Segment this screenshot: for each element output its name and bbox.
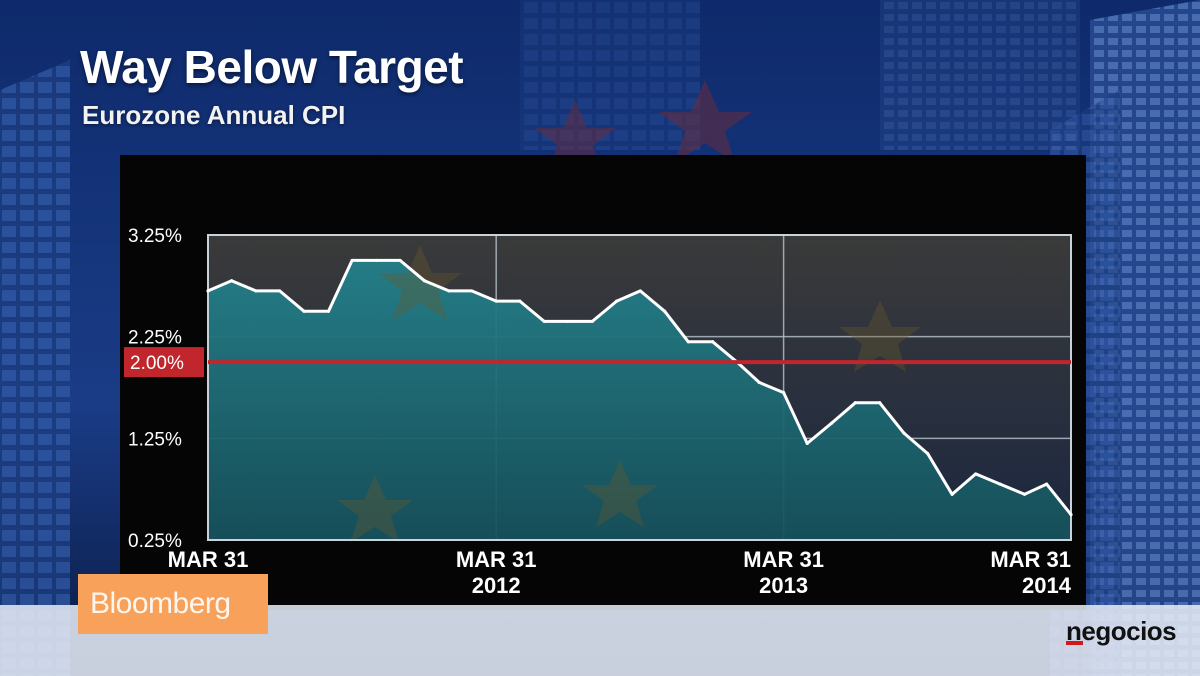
x-tick-label: 2013 [759,573,808,598]
data-point [781,390,786,395]
data-point [902,431,906,435]
x-tick-label: 2014 [1022,573,1072,598]
data-point [470,289,474,293]
data-point [615,299,619,303]
data-point [302,309,306,313]
data-point [1022,492,1027,496]
bloomberg-logo: Bloomberg [78,574,268,634]
y-tick-label: 0.25% [128,531,182,552]
data-point [757,380,761,385]
data-point [590,319,594,324]
data-point [542,319,546,324]
target-label-text: 2.00% [130,353,184,374]
chart-panel: 3.25% 2.25% 1.25% 0.25% MAR 312011MAR 31201… [120,155,1086,610]
target-label-background [124,347,204,378]
data-point [686,340,690,344]
data-point [374,258,379,263]
data-point [853,401,857,405]
data-point [950,492,954,496]
data-point [830,421,834,425]
data-point [447,289,451,293]
data-point [350,258,354,263]
data-point [326,309,331,313]
data-point [878,401,882,405]
data-point [1044,482,1049,486]
cpi-area [208,260,1071,540]
data-point [494,299,498,303]
data-point [926,451,930,456]
data-point [663,309,667,313]
negocios-logo-accent [1066,641,1083,645]
data-point [638,289,642,293]
data-point [398,258,402,263]
decorative-stars [337,245,921,542]
x-tick-label: MAR 31 [168,547,249,572]
data-point [518,299,522,303]
negocios-logo: negocios [1066,616,1177,646]
cpi-area-chart: 3.25% 2.25% 1.25% 0.25% MAR 312011MAR 31201… [124,226,1073,598]
data-point [805,441,809,446]
x-tick-label: MAR 31 [456,547,537,572]
data-point [974,472,978,476]
data-point [422,279,427,283]
y-axis-ticks: 3.25% 2.25% 1.25% 0.25% [128,226,182,552]
data-points [206,258,1073,517]
x-tick-label: MAR 31 [743,547,824,572]
data-point [254,289,258,293]
y-tick-label: 3.25% [128,226,182,247]
y-tick-label: 1.25% [128,429,182,450]
chart-title: Way Below Target [80,41,464,93]
data-point [278,289,282,293]
data-point [1069,512,1073,517]
target-label: 2.00% [124,347,204,378]
chart-subtitle: Eurozone Annual CPI [82,100,346,130]
data-point [711,340,715,344]
data-point [230,279,234,283]
y-tick-label: 2.25% [128,328,182,349]
x-tick-label: 2012 [472,573,521,598]
data-point [998,482,1002,486]
data-point [566,319,570,324]
plot-border [207,234,1072,541]
x-tick-label: MAR 31 [990,547,1071,572]
data-point [206,289,210,293]
